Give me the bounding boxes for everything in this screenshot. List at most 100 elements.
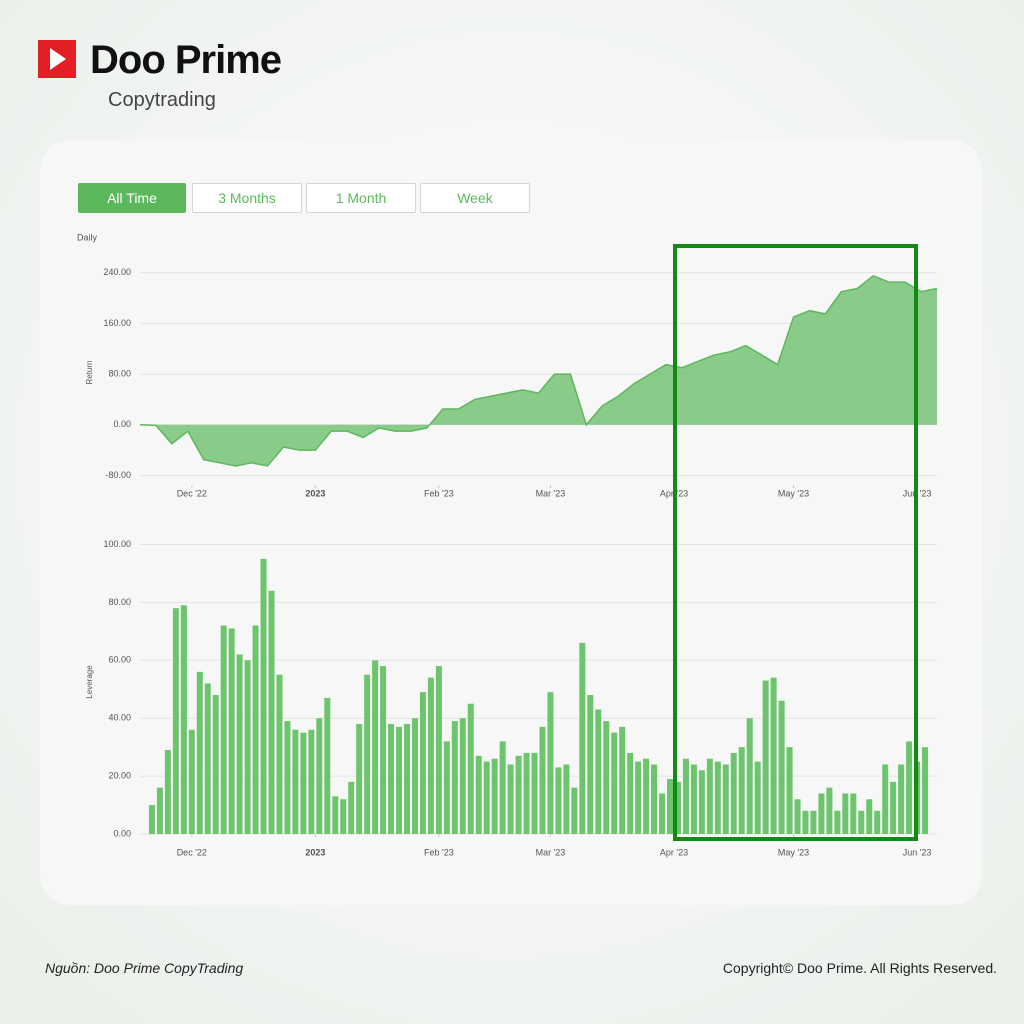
source: Nguồn: Doo Prime CopyTrading — [45, 960, 244, 976]
bar — [659, 793, 666, 834]
x-tick-label: Feb '23 — [424, 488, 454, 498]
bar — [619, 726, 626, 834]
bar — [826, 787, 833, 834]
bar — [356, 723, 363, 834]
bar — [850, 793, 857, 834]
y-tick-label: 240.00 — [103, 267, 131, 277]
bar — [882, 764, 889, 834]
x-tick-label: Apr '23 — [660, 847, 688, 857]
bar — [220, 625, 227, 834]
bar — [451, 721, 458, 834]
bar — [555, 767, 562, 834]
bar — [643, 758, 650, 834]
bar — [284, 721, 291, 834]
x-tick-label: Mar '23 — [536, 488, 566, 498]
bar — [459, 718, 466, 834]
bar — [515, 755, 522, 834]
bar — [491, 758, 498, 834]
bar — [475, 755, 482, 834]
bar — [324, 697, 331, 834]
bar — [188, 729, 195, 834]
area-line — [139, 274, 938, 467]
bar — [268, 590, 275, 834]
bar — [810, 810, 817, 834]
bar — [698, 770, 705, 834]
tab[interactable]: 3 Months — [192, 183, 302, 213]
bar — [635, 761, 642, 834]
bar — [507, 764, 514, 834]
area — [140, 275, 937, 466]
bar — [196, 671, 203, 834]
bar — [252, 625, 259, 834]
x-tick-label: May '23 — [778, 847, 809, 857]
bar — [563, 764, 570, 834]
logo — [38, 40, 76, 78]
bar — [411, 718, 418, 834]
y-tick-label: 0.00 — [113, 419, 131, 429]
bar — [276, 674, 283, 834]
bar — [611, 732, 618, 834]
bar — [348, 781, 355, 834]
bar — [427, 677, 434, 834]
tab[interactable]: 1 Month — [306, 183, 416, 213]
bar — [228, 628, 235, 834]
bar — [714, 761, 721, 834]
bar — [180, 605, 187, 834]
bar — [236, 654, 243, 834]
bar — [260, 558, 267, 834]
bar — [802, 810, 809, 834]
bar — [332, 796, 339, 834]
bar — [388, 723, 395, 834]
bar — [164, 750, 171, 834]
y-tick-label: 160.00 — [103, 318, 131, 328]
bar — [770, 677, 777, 834]
bar — [858, 810, 865, 834]
bar — [874, 810, 881, 834]
y-tick-label: -80.00 — [105, 470, 131, 480]
bar — [204, 683, 211, 834]
bar — [898, 764, 905, 834]
bar — [778, 700, 785, 834]
bar — [148, 805, 155, 834]
bar — [308, 729, 315, 834]
bar — [674, 781, 681, 834]
bar — [372, 660, 379, 834]
x-tick-label: Feb '23 — [424, 847, 454, 857]
x-tick-label: Dec '22 — [177, 847, 207, 857]
bar — [746, 718, 753, 834]
bar — [603, 721, 610, 834]
bar — [172, 608, 179, 834]
bar — [499, 741, 506, 834]
x-tick-label: Dec '22 — [177, 488, 207, 498]
bar — [539, 726, 546, 834]
x-tick-label: 2023 — [305, 847, 325, 857]
y-tick-label: 100.00 — [103, 539, 131, 549]
product: Copytrading — [108, 89, 216, 111]
bar — [866, 799, 873, 834]
bar — [316, 718, 323, 834]
y-tick-label: 0.00 — [113, 828, 131, 838]
tab[interactable]: Week — [420, 183, 530, 213]
bar — [587, 695, 594, 834]
tab[interactable]: All Time — [78, 183, 186, 213]
bar — [380, 666, 387, 834]
highlight-box — [673, 244, 918, 841]
bar — [834, 810, 841, 834]
bar — [722, 764, 729, 834]
bar — [762, 680, 769, 834]
bar — [730, 752, 737, 834]
bar — [579, 642, 586, 834]
bar — [156, 787, 163, 834]
bar — [651, 764, 658, 834]
bar — [571, 787, 578, 834]
chart-title: Daily — [77, 232, 98, 242]
bar — [340, 799, 347, 834]
bar — [595, 709, 602, 834]
y-tick-label: 80.00 — [108, 368, 131, 378]
bar — [547, 692, 554, 834]
bar — [786, 747, 793, 834]
copyright: Copyright© Doo Prime. All Rights Reserve… — [722, 960, 997, 976]
x-tick-label: May '23 — [778, 488, 809, 498]
